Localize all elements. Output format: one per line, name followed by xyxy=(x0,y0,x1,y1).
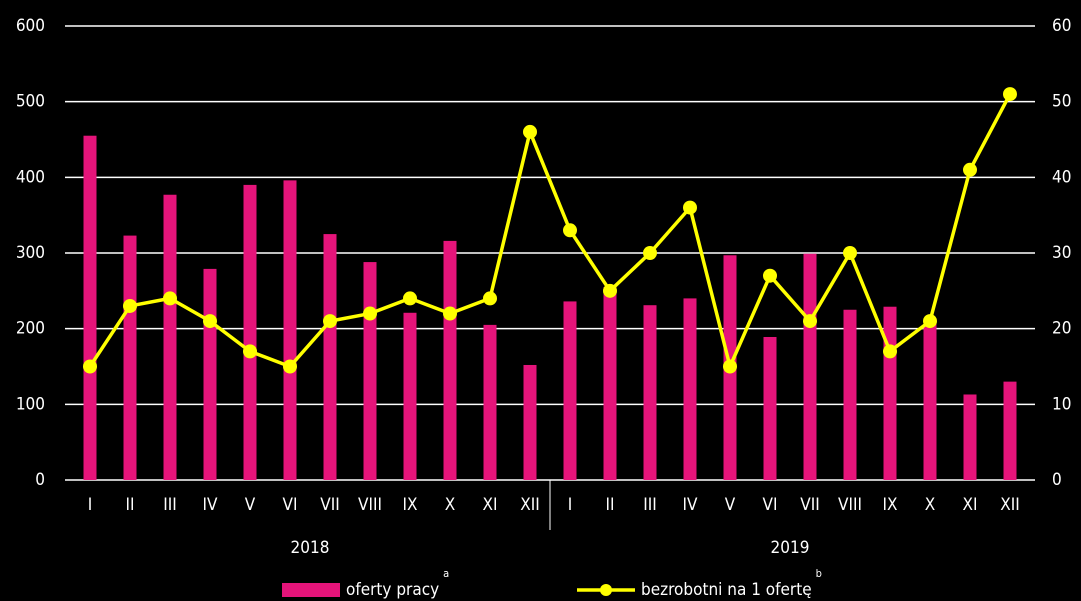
bar xyxy=(643,305,657,480)
y-tick-label: 0 xyxy=(35,470,45,490)
y2-tick-label: 60 xyxy=(1052,16,1071,36)
line-point xyxy=(123,298,137,313)
line-point xyxy=(643,246,657,260)
line-point xyxy=(563,223,577,238)
x-tick-label: XII xyxy=(1000,495,1020,515)
x-tick-label: IX xyxy=(403,495,418,515)
y2-tick-label: 0 xyxy=(1052,470,1062,490)
x-tick-label: III xyxy=(643,495,657,515)
y2-tick-label: 40 xyxy=(1052,167,1071,187)
line-point xyxy=(403,291,417,306)
x-tick-label: XI xyxy=(963,495,978,515)
y-tick-label: 600 xyxy=(16,16,45,36)
bar xyxy=(163,194,177,480)
x-tick-label: VII xyxy=(800,495,819,515)
bar xyxy=(123,235,137,480)
legend-label: oferty pracy xyxy=(346,580,439,600)
x-tick-label: II xyxy=(605,495,614,515)
line-point xyxy=(83,359,97,374)
x-tick-label: IV xyxy=(683,495,699,515)
bar xyxy=(603,287,617,480)
bar xyxy=(523,364,537,480)
bar xyxy=(403,312,417,480)
bar xyxy=(683,298,697,480)
bar xyxy=(883,306,897,480)
y2-tick-label: 50 xyxy=(1052,92,1071,112)
x-tick-label: II xyxy=(125,495,134,515)
line-point xyxy=(603,283,617,298)
line-point xyxy=(963,162,977,177)
bar xyxy=(1003,381,1017,480)
x-tick-label: VII xyxy=(320,495,339,515)
bar xyxy=(363,262,377,480)
legend-swatch-point xyxy=(600,584,612,596)
x-tick-label: IV xyxy=(203,495,219,515)
line-point xyxy=(843,246,857,260)
y-tick-label: 100 xyxy=(16,394,45,414)
bar xyxy=(483,324,497,480)
line-point xyxy=(483,291,497,306)
x-tick-label: I xyxy=(568,495,573,515)
y-tick-label: 300 xyxy=(16,243,45,263)
bar xyxy=(203,268,217,480)
line-point xyxy=(803,314,817,329)
x-tick-label: V xyxy=(725,495,736,515)
line xyxy=(88,93,1012,369)
x-tick-label: VI xyxy=(283,495,298,515)
bar xyxy=(803,253,817,480)
x-tick-label: VIII xyxy=(838,495,862,515)
x-tick-label: IX xyxy=(883,495,898,515)
y2-tick-label: 20 xyxy=(1052,319,1071,339)
bar xyxy=(923,321,937,480)
x-tick-label: III xyxy=(163,495,177,515)
line-point xyxy=(243,344,257,359)
x-tick-label: VI xyxy=(763,495,778,515)
bar xyxy=(443,240,457,480)
bar xyxy=(963,394,977,480)
line-point xyxy=(443,306,457,321)
line-point xyxy=(683,200,697,215)
bar xyxy=(763,336,777,480)
bar xyxy=(283,180,297,481)
line-point xyxy=(923,314,937,329)
legend-note: a xyxy=(443,567,449,580)
line-point xyxy=(723,359,737,374)
y-tick-label: 500 xyxy=(16,92,45,112)
y-tick-label: 200 xyxy=(16,319,45,339)
line-point xyxy=(283,359,297,374)
y2-tick-label: 30 xyxy=(1052,243,1071,263)
x-tick-label: I xyxy=(88,495,93,515)
y-tick-label: 400 xyxy=(16,167,45,187)
group-label: 2019 xyxy=(771,538,810,558)
line-point xyxy=(763,268,777,283)
bar xyxy=(323,234,337,480)
x-tick-label: XII xyxy=(520,495,540,515)
line-point xyxy=(163,291,177,306)
line-point xyxy=(523,124,537,139)
x-tick-label: X xyxy=(925,495,935,515)
bar xyxy=(83,135,97,480)
x-tick-label: XI xyxy=(483,495,498,515)
line-point xyxy=(203,314,217,329)
line-point xyxy=(883,344,897,359)
legend-note: b xyxy=(816,567,822,580)
x-tick-label: V xyxy=(245,495,256,515)
line-point xyxy=(323,314,337,329)
y2-tick-label: 10 xyxy=(1052,394,1071,414)
x-tick-label: VIII xyxy=(358,495,382,515)
bar xyxy=(563,301,577,480)
group-label: 2018 xyxy=(291,538,330,558)
x-tick-label: X xyxy=(445,495,455,515)
legend-swatch xyxy=(282,583,340,597)
line-point xyxy=(1003,87,1017,102)
legend-label: bezrobotni na 1 ofertę xyxy=(641,580,812,600)
bar xyxy=(243,184,257,480)
bar xyxy=(843,309,857,480)
line-point xyxy=(363,306,377,321)
